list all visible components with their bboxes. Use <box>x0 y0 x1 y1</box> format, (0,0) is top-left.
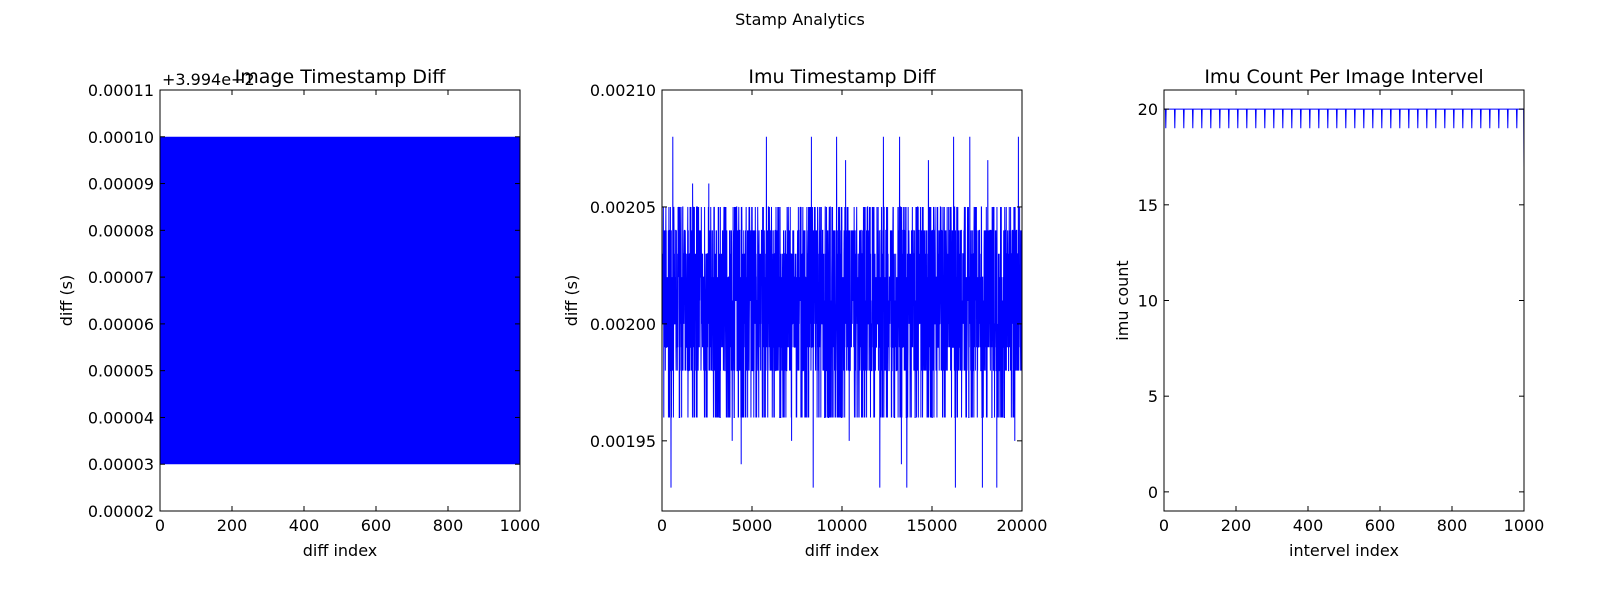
x-tick-label: 400 <box>1293 516 1324 535</box>
y-tick-label: 0.00003 <box>88 455 154 474</box>
series-line-2 <box>662 136 1022 488</box>
x-tick-label: 5000 <box>732 516 773 535</box>
x-tick-label: 800 <box>1437 516 1468 535</box>
figure-suptitle: Stamp Analytics <box>735 10 865 29</box>
y-tick-label: 5 <box>1148 387 1158 406</box>
subplot-1: 0 200 400 600 800 1000 0.00002 0.00003 0.00004 0.… <box>57 66 540 560</box>
x-tick-label: 0 <box>657 516 667 535</box>
y-tick-label: 0.00210 <box>590 81 656 100</box>
y-tick-label: 10 <box>1138 292 1158 311</box>
subplot-3: 0 200 400 600 800 1000 0 5 10 15 20 Imu Count Per I… <box>1113 66 1544 560</box>
x-tick-label: 20000 <box>997 516 1048 535</box>
x-tick-label: 800 <box>433 516 464 535</box>
y-axis-label: diff (s) <box>562 275 581 327</box>
x-axis-label: diff index <box>805 541 879 560</box>
x-tick-label: 600 <box>1365 516 1396 535</box>
y-tick-label: 0.00009 <box>88 175 154 194</box>
x-tick-label: 600 <box>361 516 392 535</box>
x-axis-label: intervel index <box>1289 541 1399 560</box>
plot-frame <box>1163 89 1525 512</box>
subplot-title: Image Timestamp Diff <box>235 66 447 88</box>
y-tick-label: 0 <box>1148 483 1158 502</box>
y-tick-label: 0.00007 <box>88 268 154 287</box>
x-tick-label: 1000 <box>1504 516 1545 535</box>
y-tick-label: 0.00200 <box>590 315 656 334</box>
y-tick-label: 0.00010 <box>88 128 154 147</box>
y-tick-label: 0.00205 <box>590 198 656 217</box>
series-line-1 <box>160 136 520 465</box>
y-tick-label: 15 <box>1138 196 1158 215</box>
x-tick-label: 0 <box>155 516 165 535</box>
y-tick-label: 0.00004 <box>88 408 154 427</box>
y-tick-label: 0.00005 <box>88 362 154 381</box>
x-tick-label: 15000 <box>907 516 958 535</box>
y-tick-label: 0.00008 <box>88 221 154 240</box>
plot-frame <box>159 89 521 512</box>
subplot-title: Imu Count Per Image Intervel <box>1204 66 1483 88</box>
subplot-2: 0 5000 10000 15000 20000 0.00195 0.00200 0.0020… <box>562 66 1047 560</box>
x-tick-label: 0 <box>1159 516 1169 535</box>
series-line-3 <box>1164 108 1524 167</box>
y-tick-label: 0.00011 <box>88 81 154 100</box>
y-tick-label: 0.00006 <box>88 315 154 334</box>
y-axis-label: diff (s) <box>57 275 76 327</box>
subplot-title: Imu Timestamp Diff <box>748 66 936 88</box>
axes-layer: 0 200 400 600 800 10000.000020.000030.000040.… <box>57 66 1544 560</box>
x-axis-label: diff index <box>303 541 377 560</box>
x-tick-label: 400 <box>289 516 320 535</box>
y-axis-label: imu count <box>1113 260 1132 340</box>
x-tick-label: 10000 <box>817 516 868 535</box>
y-tick-label: 20 <box>1138 100 1158 119</box>
y-offset-label: +3.994e−2 <box>162 70 255 89</box>
x-tick-label: 1000 <box>500 516 541 535</box>
x-tick-label: 200 <box>1221 516 1252 535</box>
x-tick-label: 200 <box>217 516 248 535</box>
y-tick-label: 0.00195 <box>590 432 656 451</box>
y-tick-label: 0.00002 <box>88 502 154 521</box>
